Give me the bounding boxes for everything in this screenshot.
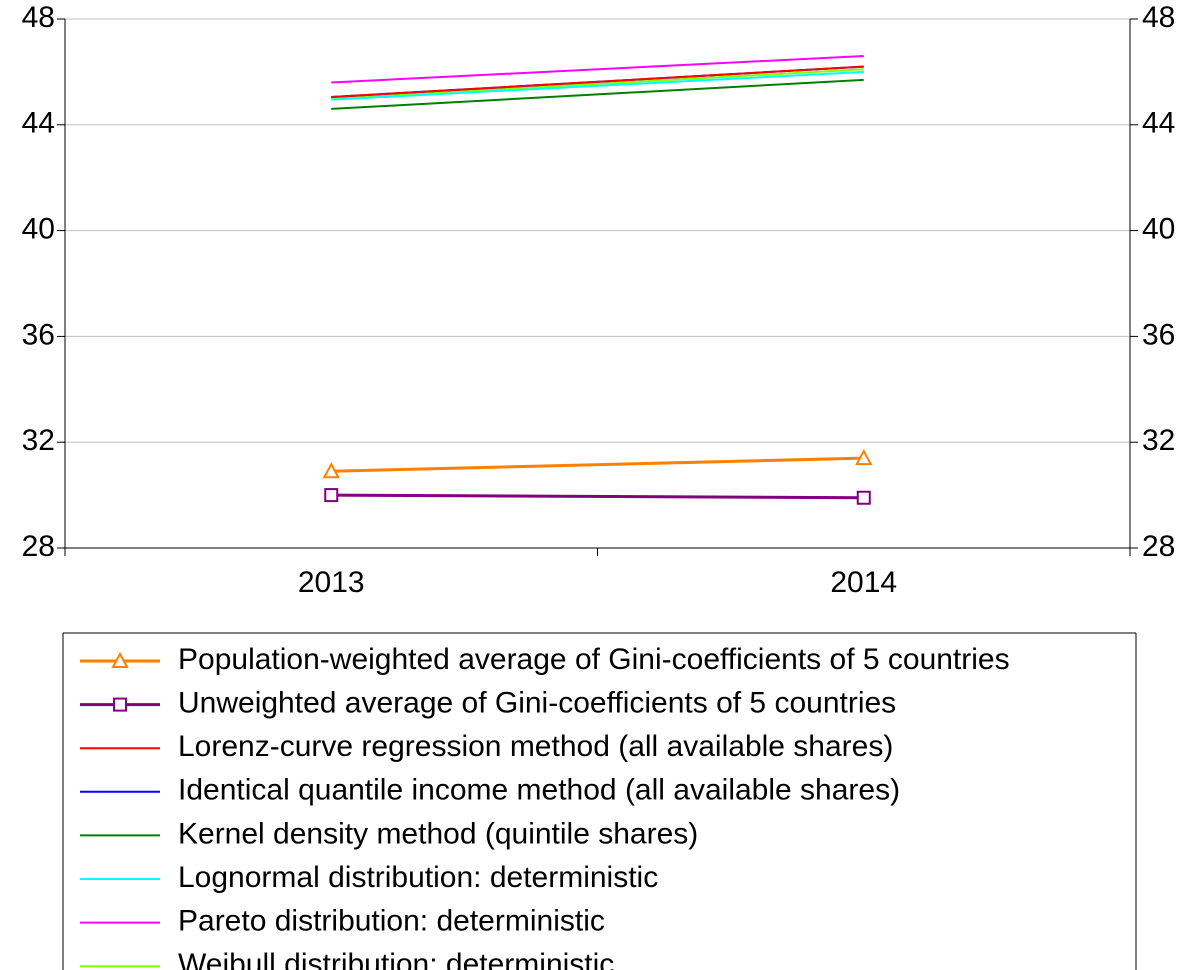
marker — [113, 697, 127, 712]
y-tick-label: 32 — [22, 424, 55, 457]
series-line — [331, 68, 864, 100]
series-line — [331, 456, 864, 473]
series-line — [331, 70, 864, 101]
marker — [111, 651, 129, 668]
y2-tick-label: 32 — [1142, 424, 1175, 457]
series-line — [331, 55, 864, 84]
y2-tick-label: 36 — [1142, 318, 1175, 351]
legend-label: Pareto distribution: deterministic — [178, 905, 605, 938]
series-line — [331, 493, 864, 500]
y-tick-label: 48 — [22, 1, 55, 34]
legend-label: Unweighted average of Gini-coefficients … — [178, 687, 896, 720]
y-tick-label: 44 — [22, 107, 55, 140]
series-line — [331, 65, 864, 99]
y-tick-label: 36 — [22, 318, 55, 351]
legend-label: Lognormal distribution: deterministic — [178, 861, 658, 894]
y2-tick-label: 44 — [1142, 107, 1175, 140]
legend-label: Identical quantile income method (all av… — [178, 774, 900, 807]
series-line — [331, 78, 864, 110]
marker — [855, 448, 873, 466]
marker — [856, 490, 871, 505]
y2-tick-label: 40 — [1142, 213, 1175, 246]
y-tick-label: 40 — [22, 213, 55, 246]
x-tick-label: 2013 — [298, 566, 365, 599]
marker — [322, 462, 340, 479]
legend-label: Lorenz-curve regression method (all avai… — [178, 730, 893, 763]
y-tick-label: 28 — [22, 530, 55, 563]
legend-label: Population-weighted average of Gini-coef… — [178, 643, 1010, 676]
y2-tick-label: 48 — [1142, 1, 1175, 34]
legend-label: Weibull distribution: deterministic — [178, 948, 614, 970]
legend-label: Kernel density method (quintile shares) — [178, 817, 698, 850]
marker — [324, 488, 339, 503]
y2-tick-label: 28 — [1142, 530, 1175, 563]
x-tick-label: 2014 — [830, 566, 897, 599]
